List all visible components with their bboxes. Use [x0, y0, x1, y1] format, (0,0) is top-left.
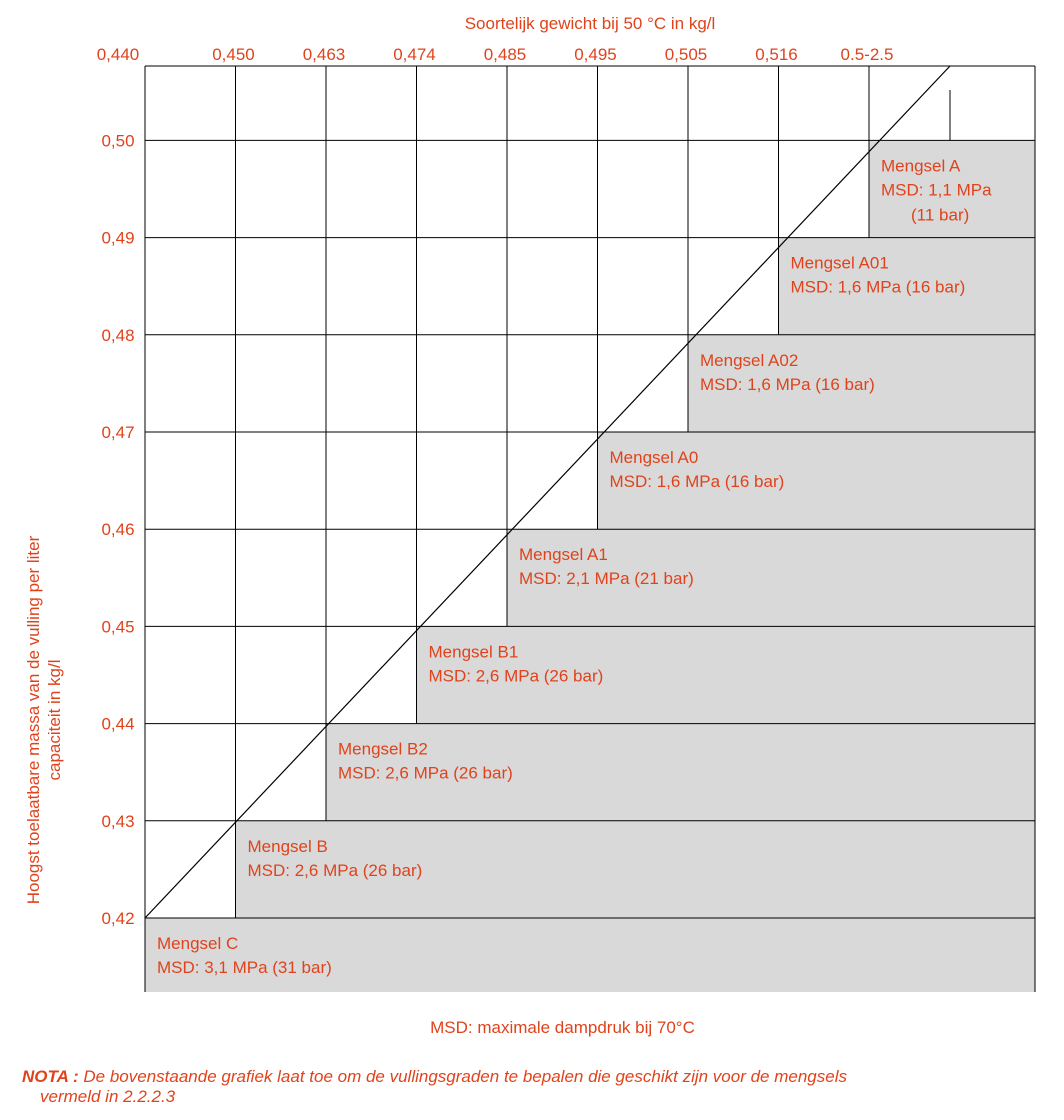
region-msd-label: MSD: 1,6 MPa (16 bar)	[700, 375, 875, 394]
diagonal-line	[144, 65, 951, 919]
top-tick-label: 0,495	[574, 45, 617, 64]
y-tick-label: 0,48	[101, 326, 134, 345]
top-tick-label: 0,474	[393, 45, 436, 64]
region-label: Mengsel A01	[791, 254, 889, 273]
region-msd-label: MSD: 2,6 MPa (26 bar)	[429, 666, 604, 685]
region-mengsel-a	[869, 140, 1035, 238]
top-axis-title: Soortelijk gewicht bij 50 °C in kg/l	[464, 14, 716, 33]
top-tick-label: 0,485	[484, 45, 527, 64]
top-tick-label: 0,505	[665, 45, 708, 64]
region-label: Mengsel A02	[700, 351, 798, 370]
region-msd-extra-label: (11 bar)	[911, 205, 969, 224]
nota-text-line2: vermeld in 2.2.2.3	[40, 1087, 176, 1106]
top-tick-label: 0.5-2.5	[841, 45, 894, 64]
region-msd-label: MSD: 1,1 MPa	[881, 180, 992, 199]
y-tick-label: 0,47	[101, 423, 134, 442]
y-axis-title-line1: Hoogst toelaatbare massa van de vulling …	[24, 535, 43, 905]
region-mengsel-b1	[416, 626, 1035, 724]
msd-footnote: MSD: maximale dampdruk bij 70°C	[430, 1018, 695, 1037]
nota-text-line1: De bovenstaande grafiek laat toe om de v…	[83, 1067, 847, 1086]
region-msd-label: MSD: 2,6 MPa (26 bar)	[338, 764, 513, 783]
nota-label: NOTA :	[22, 1067, 79, 1086]
region-label: Mengsel A1	[519, 545, 608, 564]
region-msd-label: MSD: 1,6 MPa (16 bar)	[610, 472, 785, 491]
y-tick-label: 0,49	[101, 229, 134, 248]
y-axis-title-line2: capaciteit in kg/l	[45, 659, 64, 781]
region-mengsel-c	[145, 918, 1035, 992]
top-tick-label: 0,516	[755, 45, 798, 64]
top-tick-label: 0,463	[303, 45, 346, 64]
region-msd-label: MSD: 2,1 MPa (21 bar)	[519, 569, 694, 588]
region-mengsel-a02	[688, 334, 1035, 432]
region-label: Mengsel B1	[429, 642, 519, 661]
region-label: Mengsel B	[248, 837, 328, 856]
region-msd-label: MSD: 2,6 MPa (26 bar)	[248, 861, 423, 880]
y-tick-label: 0,50	[101, 131, 134, 150]
y-tick-label: 0,46	[101, 520, 134, 539]
region-label: Mengsel C	[157, 934, 238, 953]
region-mengsel-a1	[507, 529, 1035, 627]
region-mengsel-b2	[326, 723, 1035, 821]
region-msd-label: MSD: 1,6 MPa (16 bar)	[791, 278, 966, 297]
top-tick-label: 0,440	[97, 45, 140, 64]
y-tick-label: 0,44	[101, 715, 134, 734]
y-tick-label: 0,43	[101, 812, 134, 831]
region-label: Mengsel A	[881, 156, 961, 175]
top-tick-label: 0,450	[212, 45, 255, 64]
region-mengsel-a01	[778, 237, 1035, 335]
nota-note: NOTA : De bovenstaande grafiek laat toe …	[22, 1067, 1062, 1107]
region-label: Mengsel A0	[610, 448, 699, 467]
y-tick-label: 0,42	[101, 909, 134, 928]
region-msd-label: MSD: 3,1 MPa (31 bar)	[157, 958, 332, 977]
region-mengsel-a0	[597, 432, 1035, 530]
region-label: Mengsel B2	[338, 740, 428, 759]
y-tick-label: 0,45	[101, 617, 134, 636]
region-mengsel-b	[235, 820, 1035, 918]
